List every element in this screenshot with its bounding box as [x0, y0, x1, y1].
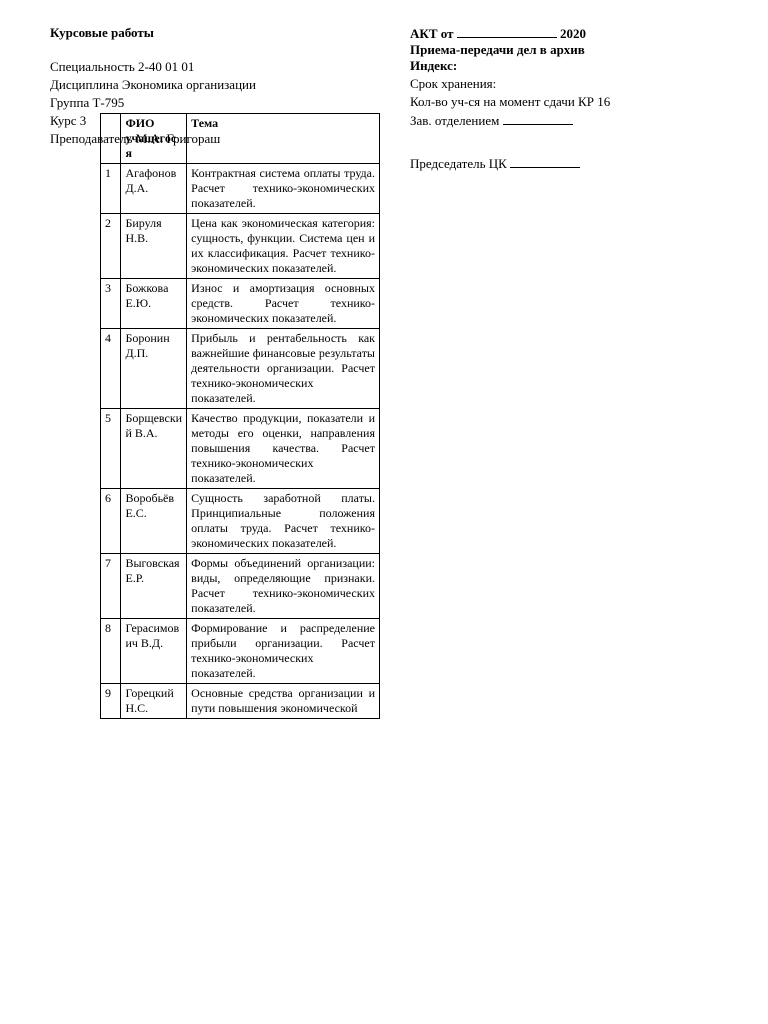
cell-num: 3	[101, 279, 121, 329]
table-row: 4Боронин Д.П.Прибыль и рентабельность ка…	[101, 329, 380, 409]
cell-name: Герасимович В.Д.	[121, 619, 187, 684]
cell-topic: Контрактная система оплаты труда. Расчет…	[187, 164, 380, 214]
storage-line: Срок хранения:	[410, 76, 718, 92]
cell-num: 9	[101, 684, 121, 719]
cell-topic: Износ и амортизация основных средств. Ра…	[187, 279, 380, 329]
table-row: 5Борщевский В.А.Качество продукции, пока…	[101, 409, 380, 489]
cell-name: Воробьёв Е.С.	[121, 489, 187, 554]
students-table: ФИО учащегося Тема 1Агафонов Д.А.Контрак…	[100, 113, 380, 719]
table-row: 7Выговская Е.Р.Формы объединений организ…	[101, 554, 380, 619]
course-line: Курс 3	[50, 113, 380, 129]
table-row: 2Бируля Н.В.Цена как экономическая катег…	[101, 214, 380, 279]
group-line: Группа Т-795	[50, 95, 380, 111]
cell-topic: Прибыль и рентабельность как важнейшие ф…	[187, 329, 380, 409]
chair-line: Председатель ЦК	[410, 155, 718, 172]
cell-name: Божкова Е.Ю.	[121, 279, 187, 329]
cell-topic: Цена как экономическая категория: сущнос…	[187, 214, 380, 279]
cell-name: Горецкий Н.С.	[121, 684, 187, 719]
table-row: 1Агафонов Д.А.Контрактная система оплаты…	[101, 164, 380, 214]
head-line: Зав. отделением	[410, 112, 718, 129]
cell-topic: Формы объединений организации: виды, опр…	[187, 554, 380, 619]
act-line: АКТ от 2020	[410, 25, 718, 42]
cell-num: 8	[101, 619, 121, 684]
cell-topic: Формирование и распределение прибыли орг…	[187, 619, 380, 684]
cell-num: 5	[101, 409, 121, 489]
cell-num: 1	[101, 164, 121, 214]
cell-topic: Качество продукции, показатели и методы …	[187, 409, 380, 489]
doc-title: Курсовые работы	[50, 25, 380, 41]
transfer-line: Приема-передачи дел в архив	[410, 42, 718, 58]
cell-topic: Сущность заработной платы. Принципиальны…	[187, 489, 380, 554]
cell-num: 7	[101, 554, 121, 619]
table-row: 3Божкова Е.Ю.Износ и амортизация основны…	[101, 279, 380, 329]
cell-name: Выговская Е.Р.	[121, 554, 187, 619]
table-row: 8Герасимович В.Д.Формирование и распреде…	[101, 619, 380, 684]
cell-name: Бируля Н.В.	[121, 214, 187, 279]
cell-num: 4	[101, 329, 121, 409]
cell-name: Боронин Д.П.	[121, 329, 187, 409]
cell-name: Агафонов Д.А.	[121, 164, 187, 214]
discipline-line: Дисциплина Экономика организации	[50, 77, 380, 93]
table-row: 9Горецкий Н.С.Основные средства организа…	[101, 684, 380, 719]
cell-num: 6	[101, 489, 121, 554]
cell-topic: Основные средства организации и пути пов…	[187, 684, 380, 719]
table-row: 6Воробьёв Е.С.Сущность заработной платы.…	[101, 489, 380, 554]
teacher-line: Преподаватель М.А. Григораш	[50, 131, 380, 147]
index-line: Индекс:	[410, 58, 718, 74]
count-line: Кол-во уч-ся на момент сдачи КР 16	[410, 94, 718, 110]
cell-name: Борщевский В.А.	[121, 409, 187, 489]
specialty-line: Специальность 2-40 01 01	[50, 59, 380, 75]
cell-num: 2	[101, 214, 121, 279]
